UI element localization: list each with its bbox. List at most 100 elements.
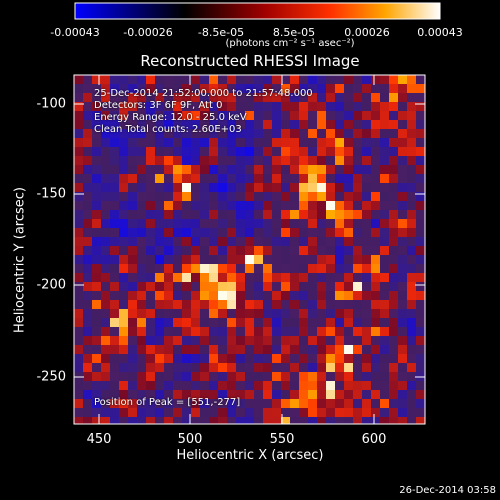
image-pixel <box>191 417 200 424</box>
image-pixel <box>164 237 173 246</box>
image-pixel <box>92 93 101 102</box>
image-pixel <box>83 138 92 147</box>
image-pixel <box>335 165 344 174</box>
image-pixel <box>254 129 263 138</box>
image-pixel <box>155 129 164 138</box>
image-pixel <box>200 255 209 264</box>
image-pixel <box>128 417 137 424</box>
image-pixel <box>263 264 272 273</box>
image-pixel <box>272 120 281 129</box>
image-pixel <box>155 201 164 210</box>
colorbar-tick: 8.5e-05 <box>272 26 316 39</box>
image-pixel <box>272 255 281 264</box>
image-pixel <box>137 255 146 264</box>
image-pixel <box>155 174 164 183</box>
image-pixel <box>407 282 416 291</box>
image-pixel <box>137 408 146 417</box>
image-pixel <box>218 282 227 291</box>
image-pixel <box>389 372 398 381</box>
image-pixel <box>200 327 209 336</box>
image-pixel <box>362 102 371 111</box>
image-pixel <box>344 147 353 156</box>
image-pixel <box>389 381 398 390</box>
image-pixel <box>191 219 200 228</box>
x-tick-label: 500 <box>177 432 203 447</box>
image-pixel <box>173 327 182 336</box>
image-pixel <box>254 381 263 390</box>
image-pixel <box>263 417 272 424</box>
image-pixel <box>272 327 281 336</box>
image-pixel <box>362 372 371 381</box>
colorbar-tick: -0.00026 <box>123 26 173 39</box>
image-pixel <box>290 138 299 147</box>
image-pixel <box>335 219 344 228</box>
image-pixel <box>173 201 182 210</box>
image-pixel <box>407 417 416 424</box>
image-pixel <box>389 174 398 183</box>
image-pixel <box>101 345 110 354</box>
image-pixel <box>308 291 317 300</box>
image-pixel <box>362 120 371 129</box>
image-pixel <box>119 372 128 381</box>
image-pixel <box>227 192 236 201</box>
image-pixel <box>119 300 128 309</box>
image-pixel <box>344 75 353 84</box>
image-pixel <box>236 399 245 408</box>
image-pixel <box>182 264 191 273</box>
image-pixel <box>128 354 137 363</box>
image-pixel <box>74 75 83 84</box>
image-pixel <box>398 93 407 102</box>
image-pixel <box>227 390 236 399</box>
image-pixel <box>272 228 281 237</box>
image-pixel <box>218 228 227 237</box>
image-pixel <box>155 273 164 282</box>
image-pixel <box>209 309 218 318</box>
image-pixel <box>236 354 245 363</box>
image-pixel <box>380 300 389 309</box>
image-pixel <box>344 309 353 318</box>
image-pixel <box>218 156 227 165</box>
image-pixel <box>137 273 146 282</box>
image-pixel <box>218 273 227 282</box>
image-pixel <box>398 246 407 255</box>
image-pixel <box>227 219 236 228</box>
colorbar-tick: 0.00026 <box>344 26 390 39</box>
image-pixel <box>155 102 164 111</box>
image-pixel <box>128 255 137 264</box>
image-pixel <box>200 381 209 390</box>
image-pixel <box>128 327 137 336</box>
image-pixel <box>155 228 164 237</box>
image-pixel <box>191 129 200 138</box>
image-pixel <box>335 300 344 309</box>
image-pixel <box>101 291 110 300</box>
image-pixel <box>173 318 182 327</box>
image-pixel <box>335 282 344 291</box>
image-pixel <box>317 174 326 183</box>
image-pixel <box>281 408 290 417</box>
plot-title: Reconstructed RHESSI Image <box>140 52 360 70</box>
image-pixel <box>317 318 326 327</box>
image-pixel <box>362 201 371 210</box>
image-pixel <box>110 93 119 102</box>
image-pixel <box>173 147 182 156</box>
image-pixel <box>164 282 173 291</box>
image-pixel <box>317 273 326 282</box>
image-pixel <box>281 75 290 84</box>
image-pixel <box>182 102 191 111</box>
image-pixel <box>218 318 227 327</box>
image-pixel <box>362 255 371 264</box>
image-pixel <box>263 102 272 111</box>
image-pixel <box>398 210 407 219</box>
image-pixel <box>299 210 308 219</box>
image-pixel <box>308 210 317 219</box>
image-pixel <box>353 120 362 129</box>
image-pixel <box>416 327 425 336</box>
image-pixel <box>317 300 326 309</box>
image-pixel <box>263 183 272 192</box>
image-pixel <box>317 237 326 246</box>
image-pixel <box>335 408 344 417</box>
image-pixel <box>380 291 389 300</box>
image-pixel <box>254 372 263 381</box>
image-pixel <box>137 264 146 273</box>
image-pixel <box>344 417 353 424</box>
